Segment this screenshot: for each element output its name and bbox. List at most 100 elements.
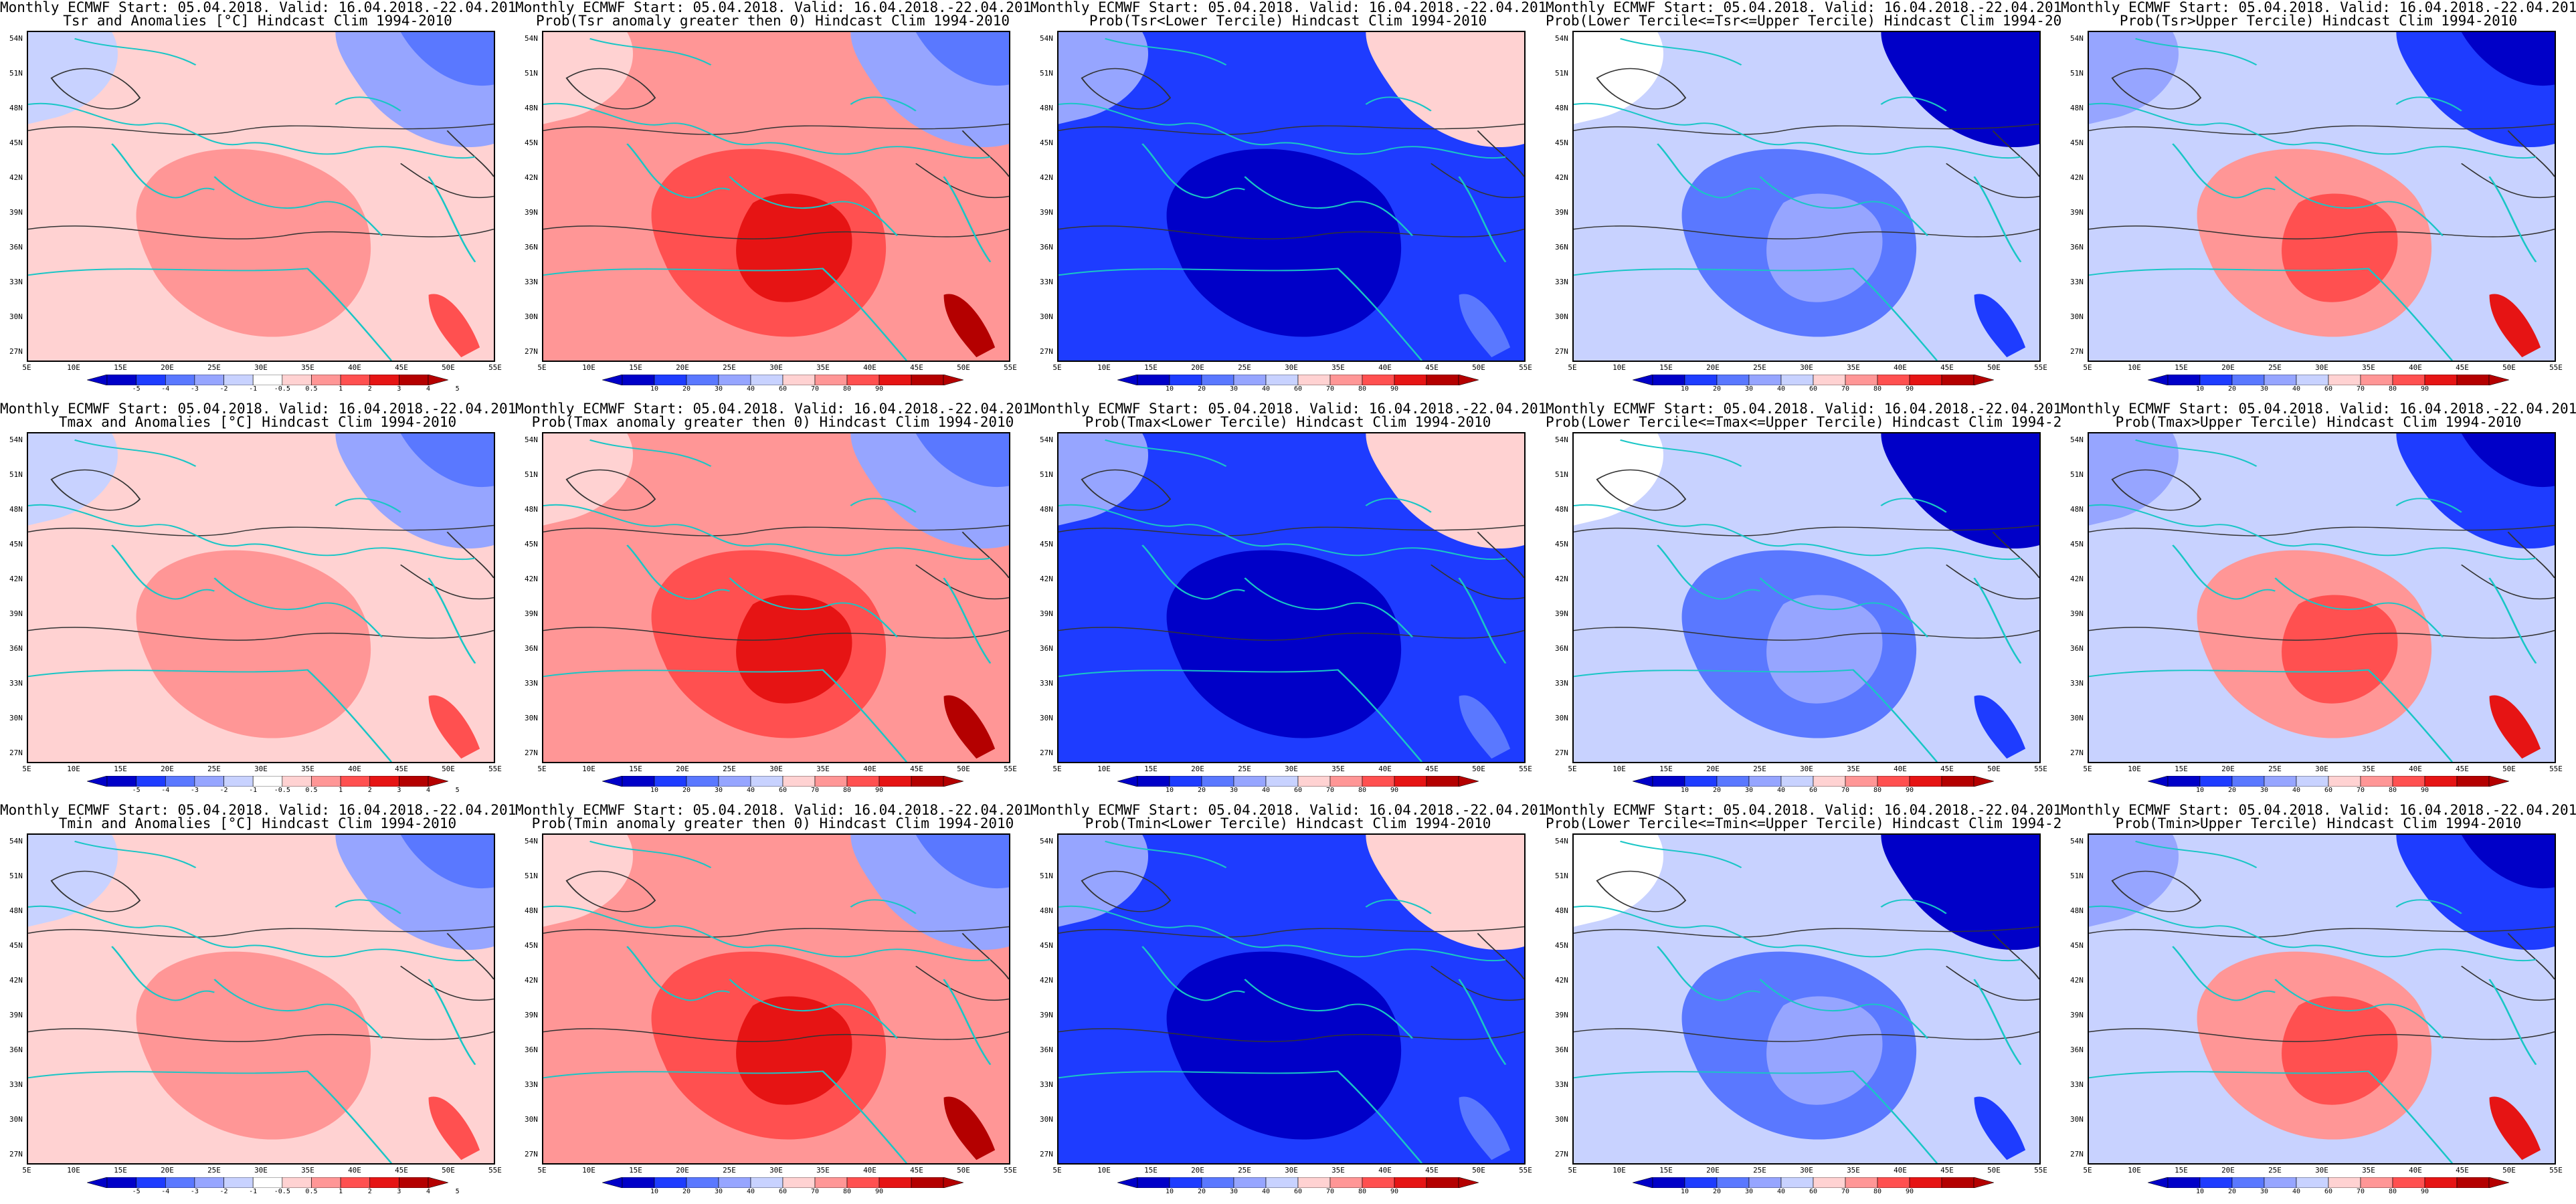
coastline (1657, 544, 1761, 600)
colorbar-tick-label: 30 (2260, 787, 2269, 794)
coastline (213, 176, 383, 236)
coastline (111, 946, 215, 1001)
latitude-label: 51N (1555, 69, 1568, 78)
latitude-label: 33N (1555, 1080, 1568, 1089)
colorbar-tick-label: 2 (367, 385, 372, 393)
shading-region (943, 695, 996, 759)
panel-subtitle: Prob(Tsr>Upper Tercile) Hindcast Clim 19… (2119, 13, 2518, 29)
isotherm-contour (400, 564, 494, 600)
colorbar-segment (223, 375, 254, 385)
shading-region (28, 433, 118, 526)
shading-region (1459, 695, 1511, 759)
colorbar-tick-label: 10 (1680, 787, 1689, 794)
latitude-label: 36N (9, 243, 23, 252)
latitude-label: 36N (1040, 243, 1053, 252)
latitude-label: 36N (1040, 644, 1053, 653)
latitude-label: 36N (1555, 1045, 1568, 1054)
isotherm-contour (1946, 163, 2039, 199)
colorbar-segment (1748, 776, 1782, 787)
latitude-label: 54N (2070, 34, 2084, 43)
colorbar-tick-label: 60 (1809, 1188, 1818, 1195)
latitude-label: 54N (525, 435, 538, 444)
coastline (1244, 577, 1414, 637)
colorbar-tick-label: -0.5 (274, 1188, 290, 1195)
colorbar-segment (1137, 776, 1170, 787)
latitude-label: 27N (1555, 347, 1568, 356)
longitude-label: 5E (22, 1166, 31, 1175)
latitude-label: 42N (1555, 976, 1568, 985)
colorbar-tick-label: 60 (2324, 1188, 2333, 1195)
longitude-label: 15E (114, 765, 127, 773)
coastline (2089, 905, 2537, 962)
longitude-label: 40E (348, 363, 361, 372)
coastline (2135, 840, 2258, 868)
colorbar-ticks: 10 20 30 40 60 70 80 90 (602, 787, 963, 795)
colorbar-left-arrow (1117, 1177, 1138, 1188)
colorbar-segment (2296, 375, 2329, 385)
latitude-label: 48N (525, 505, 538, 514)
colorbar-tick-label: 70 (1325, 385, 1335, 393)
colorbar-tick-label: 60 (2324, 787, 2333, 794)
longitude-label: 10E (1097, 363, 1111, 372)
coastline (589, 840, 712, 868)
colorbar-tick-label: 30 (2260, 385, 2269, 393)
shading-region (1459, 294, 1511, 358)
longitude-label: 5E (22, 765, 31, 773)
latitude-label: 45N (1040, 138, 1053, 147)
colorbar-segment (2456, 776, 2490, 787)
colorbar-segment (369, 375, 399, 385)
isotherm-contour (446, 130, 494, 177)
longitude-label: 45E (1425, 363, 1439, 372)
latitude-label: 27N (525, 1150, 538, 1159)
isotherm-contour (1574, 225, 2039, 239)
colorbar-right-arrow (428, 1177, 448, 1188)
latitude-label: 48N (1040, 104, 1053, 112)
longitude-label: 35E (1331, 363, 1345, 372)
map-area (1057, 432, 1526, 763)
longitude-label: 10E (67, 363, 80, 372)
colorbar-segment (1684, 375, 1718, 385)
latitude-label: 36N (9, 644, 23, 653)
isotherm-contour (2507, 531, 2555, 579)
coastline (729, 176, 899, 236)
isotherm-contour (2111, 469, 2202, 511)
longitude-label: 5E (22, 363, 31, 372)
latitude-label: 45N (1555, 941, 1568, 950)
longitude-label: 40E (863, 1166, 877, 1175)
colorbar-tick-label: 80 (842, 385, 852, 393)
colorbar-segment (340, 375, 371, 385)
colorbar-segment (106, 1177, 136, 1188)
colorbar-segment (2199, 375, 2233, 385)
colorbar-tick-label: 4 (426, 787, 431, 794)
panel-title: Monthly ECMWF Start: 05.04.2018. Valid: … (0, 803, 515, 818)
longitude-label: 30E (1285, 765, 1298, 773)
colorbar-segment (2360, 1177, 2393, 1188)
latitude-label: 36N (9, 1045, 23, 1054)
longitude-label: 45E (1940, 363, 1954, 372)
longitude-label: 10E (1097, 765, 1111, 773)
colorbar: 10 20 30 40 60 70 80 90 (2148, 375, 2509, 393)
colorbar-ticks: 10 20 30 40 60 70 80 90 (1117, 787, 1479, 795)
latitude-label: 30N (9, 1115, 23, 1124)
colorbar-segment (750, 375, 784, 385)
colorbar-segment (654, 375, 687, 385)
panel-title: Monthly ECMWF Start: 05.04.2018. Valid: … (1030, 401, 1546, 417)
colorbar-segment (282, 776, 312, 787)
longitude-label: 5E (2083, 765, 2092, 773)
longitude-label: 20E (161, 1166, 174, 1175)
coastline (2395, 96, 2462, 112)
coastline (1141, 143, 1246, 199)
longitude-label: 25E (723, 1166, 736, 1175)
latitude-label: 42N (1555, 575, 1568, 583)
panel-title: Monthly ECMWF Start: 05.04.2018. Valid: … (2061, 803, 2576, 818)
colorbar-tick-label: -2 (219, 1188, 228, 1195)
latitude-label: 45N (2070, 941, 2084, 950)
coastline (1059, 1070, 1423, 1163)
longitude-label: 45E (1425, 765, 1439, 773)
latitude-label: 48N (525, 906, 538, 915)
latitude-label: 27N (9, 347, 23, 356)
colorbar-tick-label: 80 (1873, 385, 1882, 393)
coastline (2488, 176, 2537, 263)
longitude-label: 20E (2221, 1166, 2235, 1175)
panel-subtitle: Tsr and Anomalies [°C] Hindcast Clim 199… (63, 13, 452, 29)
